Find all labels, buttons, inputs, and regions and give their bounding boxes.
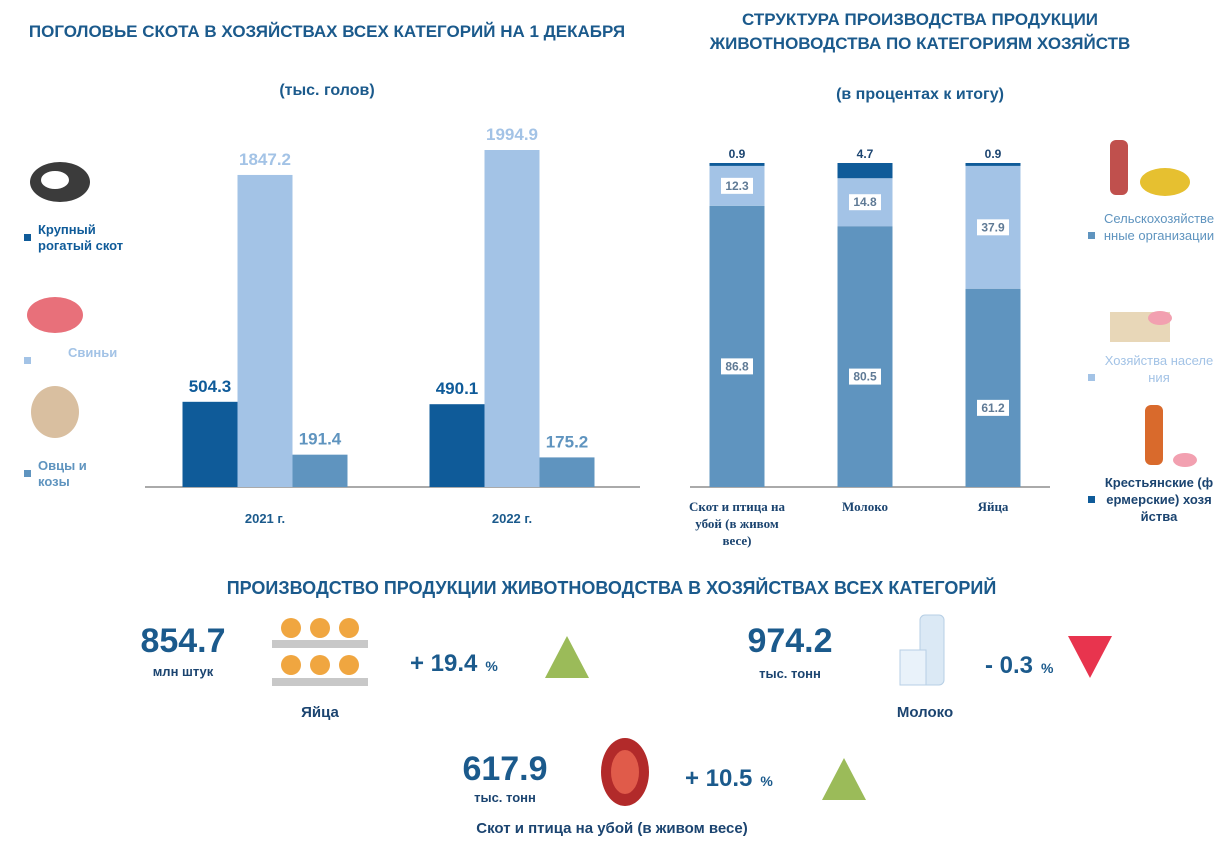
bar-segment xyxy=(837,163,893,179)
chart-subtitle: (тыс. голов) xyxy=(279,82,375,99)
icons xyxy=(27,140,1197,806)
value-label: 1847.2 xyxy=(239,150,291,169)
label-box xyxy=(849,368,881,385)
value-label: 504.3 xyxy=(189,377,232,396)
value-label: 0.9 xyxy=(729,147,746,161)
value-label: 0.9 xyxy=(985,147,1002,161)
value-label: 86.8 xyxy=(725,359,749,373)
chart-title: ПОГОЛОВЬЕ СКОТА В ХОЗЯЙСТВАХ ВСЕХ КАТЕГО… xyxy=(28,22,626,41)
legend-swatch xyxy=(1088,232,1095,239)
label-box xyxy=(977,219,1009,236)
kpi-change: - 0.3% xyxy=(985,652,1053,680)
change-value: + 10.5 xyxy=(685,765,753,792)
kpi-name: Скот и птица на убой (в живом весе) xyxy=(476,820,748,837)
trend-arrow xyxy=(1068,636,1112,678)
legend-swatch xyxy=(1088,496,1095,503)
legend-label: Крупный рогатый скот xyxy=(38,222,124,253)
kpi-value: 974.2 xyxy=(747,622,833,660)
bar xyxy=(539,457,595,487)
chart-title: СТРУКТУРА ПРОИЗВОДСТВА ПРОДУКЦИИ ЖИВОТНО… xyxy=(709,10,1131,53)
x-tick-label: Скот и птица на убой (в живом весе) xyxy=(688,499,785,548)
trend-arrow xyxy=(545,636,589,678)
value-label: 14.8 xyxy=(853,195,877,209)
change-unit: % xyxy=(760,773,773,789)
kpi-name: Молоко xyxy=(896,704,954,721)
label-box xyxy=(977,399,1009,416)
value-label: 12.3 xyxy=(725,179,749,193)
value-label: 80.5 xyxy=(853,370,877,384)
value-label: 4.7 xyxy=(857,147,874,161)
trend-arrow xyxy=(822,758,866,800)
legend-label: Свиньи xyxy=(68,345,118,360)
x-tick-label: 2021 г. xyxy=(245,511,285,526)
bar-segment xyxy=(709,205,765,487)
label-box xyxy=(721,358,753,375)
section-title: ПРОИЗВОДСТВО ПРОДУКЦИИ ЖИВОТНОВОДСТВА В … xyxy=(226,578,997,598)
change-unit: % xyxy=(1041,660,1054,676)
label-box xyxy=(849,194,881,211)
bar xyxy=(484,150,540,487)
legend-label: Крестьянские (фермерские) хозяйства xyxy=(1104,475,1214,524)
kpi-value: 854.7 xyxy=(140,622,226,660)
legend-label: Сельскохозяйственные организации xyxy=(1103,211,1215,243)
x-tick-label: Яйца xyxy=(977,499,1009,514)
value-label: 1994.9 xyxy=(486,125,538,144)
legend-label: Овцы и козы xyxy=(38,458,87,489)
bar xyxy=(292,454,348,487)
bar-segment xyxy=(965,163,1021,166)
legend-swatch xyxy=(24,357,31,364)
bar-segment xyxy=(837,226,893,487)
legend-label: Хозяйства населения xyxy=(1104,353,1214,385)
change-value: - 0.3 xyxy=(985,652,1034,679)
x-tick-label: 2022 г. xyxy=(492,511,532,526)
kpi-unit: тыс. тонн xyxy=(474,790,536,805)
kpi-change: + 19.4% xyxy=(410,650,498,678)
kpi-change: + 10.5% xyxy=(685,765,773,793)
value-label: 490.1 xyxy=(436,379,479,398)
legend-swatch xyxy=(1088,374,1095,381)
chart-subtitle: (в процентах к итогу) xyxy=(836,86,1004,103)
legend-swatch xyxy=(24,234,31,241)
change-unit: % xyxy=(485,658,498,674)
value-label: 61.2 xyxy=(981,401,1005,415)
change-value: + 19.4 xyxy=(410,650,478,677)
bar xyxy=(182,401,238,487)
bar-segment xyxy=(965,288,1021,487)
value-label: 175.2 xyxy=(546,432,589,451)
label-box xyxy=(721,177,753,194)
legend-swatch xyxy=(24,470,31,477)
bar xyxy=(429,404,485,487)
x-tick-label: Молоко xyxy=(841,499,889,514)
value-label: 191.4 xyxy=(299,430,342,449)
kpi-unit: млн штук xyxy=(152,664,214,679)
kpi-name: Яйца xyxy=(301,704,339,721)
kpi-value: 617.9 xyxy=(462,750,548,788)
value-label: 37.9 xyxy=(981,220,1005,234)
kpi-unit: тыс. тонн xyxy=(759,666,821,681)
bar-segment xyxy=(709,163,765,166)
bar xyxy=(237,174,293,487)
